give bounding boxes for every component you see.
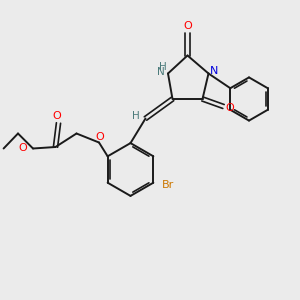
Text: O: O bbox=[95, 131, 104, 142]
Text: Br: Br bbox=[162, 180, 174, 190]
Text: H: H bbox=[159, 62, 167, 72]
Text: N: N bbox=[157, 67, 165, 77]
Text: O: O bbox=[225, 103, 234, 113]
Text: O: O bbox=[184, 21, 193, 32]
Text: H: H bbox=[132, 110, 140, 121]
Text: O: O bbox=[18, 143, 27, 153]
Text: O: O bbox=[52, 111, 62, 122]
Text: N: N bbox=[210, 65, 218, 76]
